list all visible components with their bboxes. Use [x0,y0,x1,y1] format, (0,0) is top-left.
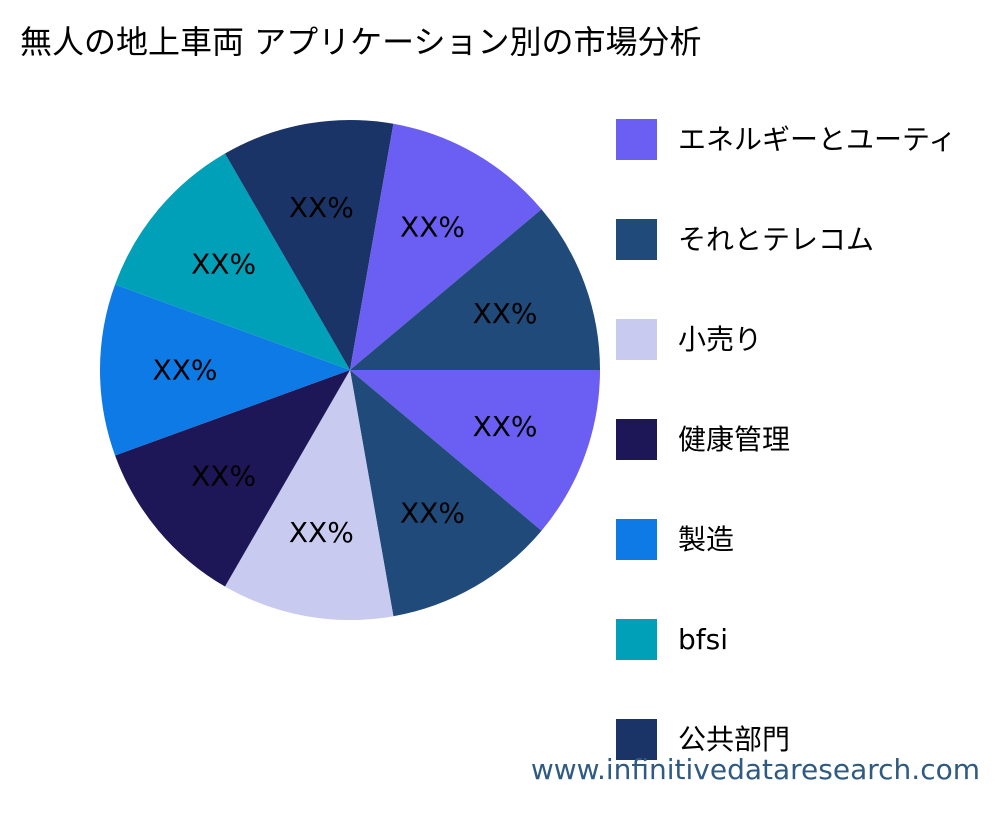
legend-item: bfsi [616,619,1000,719]
legend-swatch [616,119,657,160]
legend-swatch [616,419,657,460]
legend-item: 健康管理 [616,419,1000,519]
slice-label: XX% [473,410,538,443]
legend-swatch [616,519,657,560]
slice-label: XX% [400,496,465,529]
pie-slice [350,370,600,531]
pie-chart: XX% XX% XX% XX% XX% XX% XX% XX% XX% [99,120,600,621]
legend-label: エネルギーとユーティ [678,123,957,156]
legend-item: 製造 [616,519,1000,619]
chart-title: 無人の地上車両 アプリケーション別の市場分析 [20,23,702,61]
legend-label: 小売り [678,323,763,356]
legend-swatch [616,719,657,760]
pie-slice [225,120,394,371]
slice-label: XX% [473,297,538,330]
slice-label: XX% [153,354,218,387]
legend-label: それとテレコム [678,223,875,256]
slice-label: XX% [191,247,256,280]
slice-label: XX% [289,516,354,549]
legend-label: 製造 [678,523,735,556]
source-watermark: www.infinitivedataresearch.com [530,753,980,786]
legend-label: 健康管理 [678,423,791,456]
legend-label: 公共部門 [678,723,791,756]
legend-swatch [616,219,657,260]
slice-label: XX% [289,191,354,224]
legend-swatch [616,319,657,360]
slice-label: XX% [191,460,256,493]
legend-label: bfsi [678,623,728,656]
legend-item: エネルギーとユーティ [616,119,1000,219]
pie-slice [225,370,394,621]
pie-slice [115,370,350,587]
pie-slice [350,123,542,370]
legend-item: それとテレコム [616,219,1000,319]
pie-slice [115,153,350,370]
legend-item: 小売り [616,319,1000,419]
pie-slice [99,284,350,456]
pie-slice [350,209,600,370]
pie-slice [350,370,542,617]
legend-swatch [616,619,657,660]
slice-label: XX% [400,211,465,244]
chart-legend: エネルギーとユーティ それとテレコム 小売り健康管理製造 bfsi 公共部門 [616,119,1000,819]
legend-item: 公共部門 [616,719,1000,819]
